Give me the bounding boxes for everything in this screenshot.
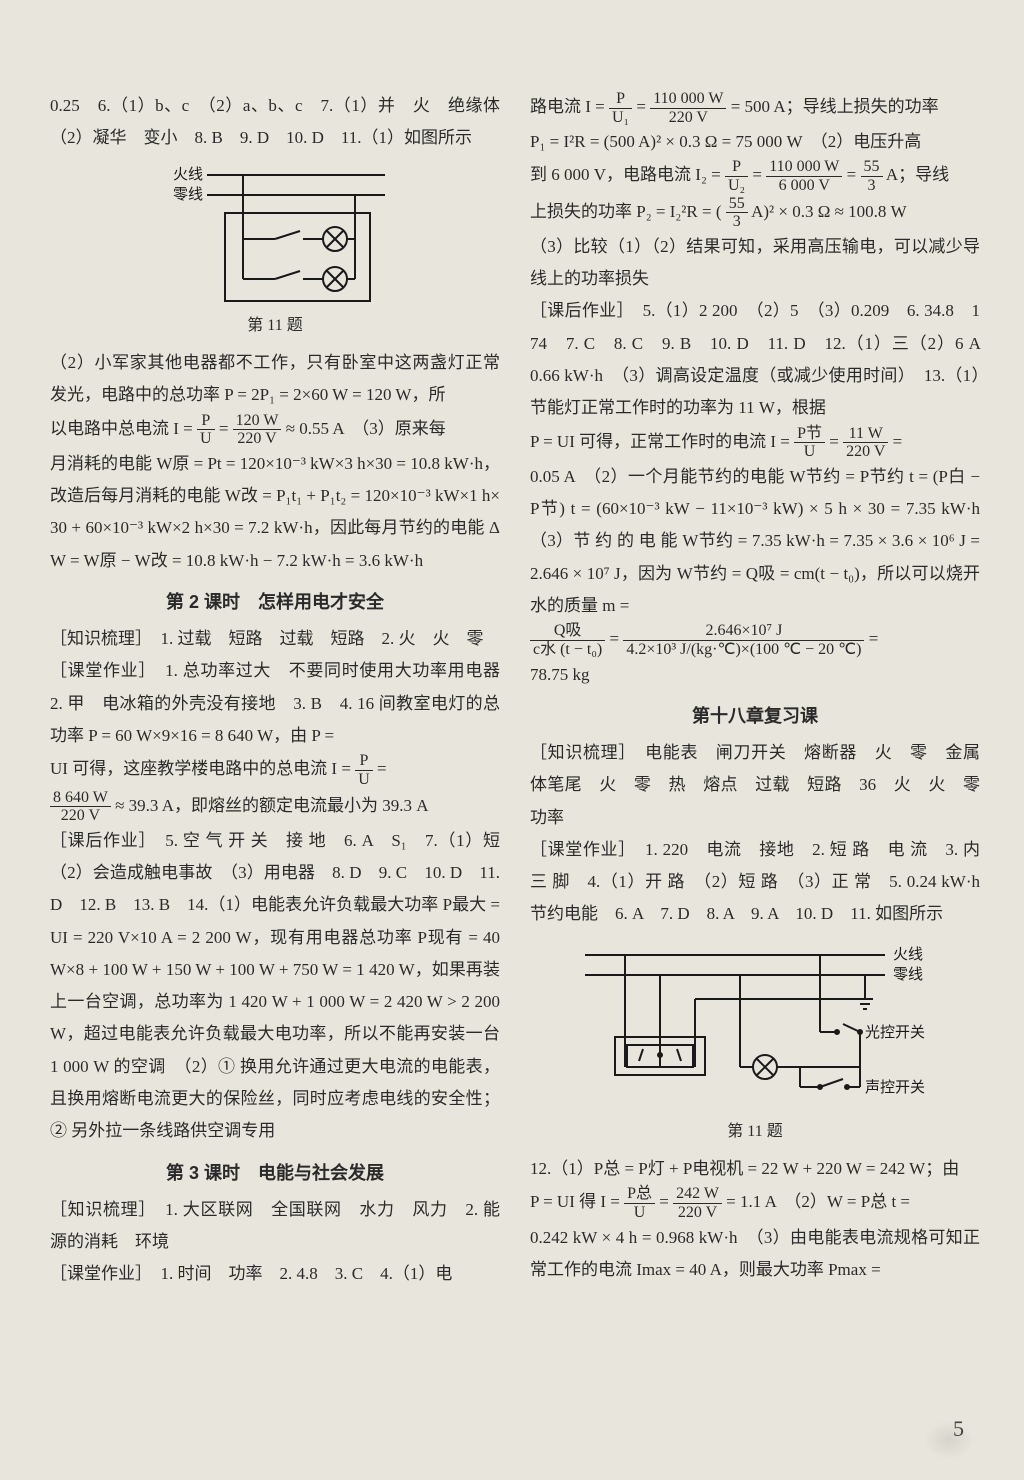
text-block: ［课堂作业］ 1. 220 电流 接地 2. 短 路 电 流 3. 内 三 脚 … (530, 834, 980, 931)
section-heading: 第十八章复习课 (530, 699, 980, 733)
text-block: （3）比较（1）（2）结果可知，采用高压输电，可以减少导线上的功率损失 (530, 231, 980, 296)
page-number: 5 (953, 1408, 964, 1450)
svg-text:声控开关: 声控开关 (865, 1078, 925, 1096)
svg-text:火线: 火线 (173, 166, 203, 183)
figure-caption: 第 11 题 (50, 311, 500, 341)
text-block: ［课堂作业］ 1. 总功率过大 不要同时使用大功率用电器 2. 甲 电冰箱的外壳… (50, 655, 500, 752)
page-shadow (924, 1420, 974, 1460)
text-block: ［课堂作业］ 1. 时间 功率 2. 4.8 3. C 4.（1）电 (50, 1258, 500, 1290)
text-block: 12.（1）P总 = P灯 + P电视机 = 22 W + 220 W = 24… (530, 1153, 980, 1185)
text-block: 0.25 6.（1）b、c （2）a、b、c 7.（1）并 火 绝缘体（2）凝华… (50, 90, 500, 155)
text-block: ［知识梳理］ 1. 过载 短路 过载 短路 2. 火 火 零 (50, 623, 500, 655)
text-block: UI 可得，这座教学楼电路中的总电流 I = PU = (50, 752, 500, 788)
text-block: 到 6 000 V，电路电流 I₂ = PU₂ = 110 000 W6 000… (530, 158, 980, 194)
text-block: ［知识梳理］ 电能表 闸刀开关 熔断器 火 零 金属体笔尾 火 零 热 熔点 过… (530, 737, 980, 834)
text-block: （2）小军家其他电器都不工作，只有卧室中这两盏灯正常发光，电路中的总功率 P =… (50, 347, 500, 412)
text-block: 0.242 kW × 4 h = 0.968 kW·h （3）由电能表电流规格可… (530, 1222, 980, 1287)
text-block: 8 640 W220 V ≈ 39.3 A，即熔丝的额定电流最小为 39.3 A (50, 789, 500, 825)
right-column: 路电流 I = PU₁ = 110 000 W220 V = 500 A；导线上… (530, 90, 980, 1291)
text-block: P = UI 可得，正常工作时的电流 I = P节U = 11 W220 V = (530, 425, 980, 461)
text-block: 以电路中总电流 I = PU = 120 W220 V ≈ 0.55 A （3）… (50, 412, 500, 448)
text-block: 月消耗的电能 W原 = Pt = 120×10⁻³ kW×3 h×30 = 10… (50, 448, 500, 577)
text-block: 路电流 I = PU₁ = 110 000 W220 V = 500 A；导线上… (530, 90, 980, 126)
text-block: ［课后作业］ 5.（1）2 200 （2）5 （3）0.209 6. 34.8 … (530, 295, 980, 424)
section-heading: 第 2 课时 怎样用电才安全 (50, 585, 500, 619)
circuit-diagram-2: 火线 零线 (565, 937, 945, 1117)
text-block: P₁ = I²R = (500 A)² × 0.3 Ω = 75 000 W （… (530, 126, 980, 158)
text-block: ［知识梳理］ 1. 大区联网 全国联网 水力 风力 2. 能源的消耗 环境 (50, 1194, 500, 1259)
figure-circuit-1: 火线 零线 (50, 161, 500, 341)
text-block: 78.75 kg (530, 659, 980, 691)
text-block: Q吸c水 (t − t₀) = 2.646×10⁷ J4.2×10³ J/(kg… (530, 622, 980, 658)
svg-text:零线: 零线 (173, 186, 203, 203)
section-heading: 第 3 课时 电能与社会发展 (50, 1156, 500, 1190)
text-block: 0.05 A （2）一个月能节约的电能 W节约 = P节约 t = (P白 − … (530, 461, 980, 622)
figure-circuit-2: 火线 零线 (530, 937, 980, 1147)
text-block: ［课后作业］ 5. 空 气 开 关 接 地 6. A S₁ 7.（1）短 （2）… (50, 825, 500, 1148)
svg-text:零线: 零线 (893, 966, 923, 983)
text-block: 上损失的功率 P₂ = I₂²R = ( 553 A)² × 0.3 Ω ≈ 1… (530, 195, 980, 231)
svg-text:光控开关: 光控开关 (865, 1024, 925, 1041)
text-block: P = UI 得 I = P总U = 242 W220 V = 1.1 A （2… (530, 1185, 980, 1221)
left-column: 0.25 6.（1）b、c （2）a、b、c 7.（1）并 火 绝缘体（2）凝华… (50, 90, 500, 1291)
svg-text:火线: 火线 (893, 946, 923, 963)
circuit-diagram-1: 火线 零线 (155, 161, 395, 311)
figure-caption: 第 11 题 (530, 1117, 980, 1147)
page: 0.25 6.（1）b、c （2）a、b、c 7.（1）并 火 绝缘体（2）凝华… (0, 0, 1024, 1331)
